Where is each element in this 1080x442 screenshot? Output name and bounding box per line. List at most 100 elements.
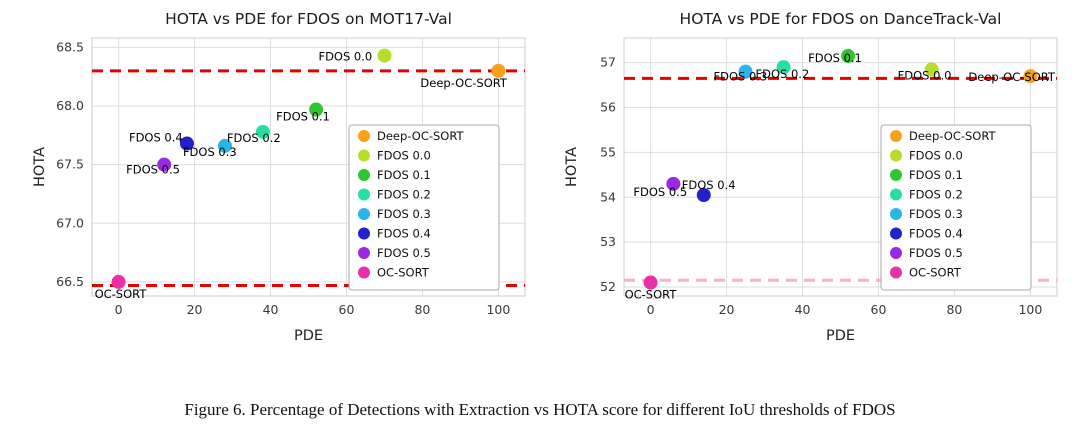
point-deep-oc-sort — [491, 63, 506, 78]
legend-box — [880, 124, 1032, 291]
x-tick-label: 100 — [1018, 302, 1042, 317]
x-tick-label: 80 — [414, 302, 430, 317]
point-label: FDOS 0.5 — [126, 163, 180, 177]
plot-border — [623, 37, 1058, 297]
point-deep-oc-sort — [1023, 69, 1038, 84]
legend-label: FDOS 0.2 — [377, 188, 431, 202]
point-label: FDOS 0.3 — [714, 70, 768, 84]
legend-label: FDOS 0.2 — [909, 188, 963, 202]
chart-title: HOTA vs PDE for FDOS on MOT17-Val — [165, 10, 452, 28]
legend-label: OC-SORT — [909, 266, 962, 280]
point-oc-sort — [643, 275, 658, 290]
legend-swatch — [358, 188, 370, 201]
chart-mot17-val: 0 20 40 60 80 100 66.5 67.0 67.5 68.0 68.5 Deep-OC-… — [32, 10, 526, 344]
legend-label: FDOS 0.1 — [377, 168, 431, 182]
point-label: FDOS 0.2 — [227, 131, 281, 145]
y-tick-label: 56 — [600, 100, 616, 115]
point-label: Deep-OC-SORT — [968, 70, 1056, 84]
point-fdos-0-4 — [179, 136, 194, 151]
legend-swatch — [890, 247, 902, 259]
legend-swatch — [890, 169, 902, 181]
legend-box — [348, 124, 500, 291]
point-label: Deep-OC-SORT — [420, 76, 508, 90]
point-fdos-0-2 — [255, 124, 270, 139]
y-tick-label: 52 — [600, 279, 616, 294]
y-tick-label: 67.0 — [56, 215, 84, 230]
legend-label: FDOS 0.5 — [377, 246, 431, 260]
x-tick-label: 0 — [647, 302, 655, 317]
x-tick-label: 20 — [187, 302, 203, 317]
x-axis-label: PDE — [294, 328, 323, 344]
point-fdos-0-1 — [841, 48, 856, 63]
point-label: FDOS 0.0 — [898, 68, 952, 82]
y-tick-label: 68.5 — [56, 39, 84, 54]
x-tick-label: 20 — [719, 302, 735, 317]
legend-swatch — [358, 149, 370, 162]
y-axis-label: HOTA — [32, 147, 48, 187]
point-label: OC-SORT — [625, 288, 678, 302]
x-tick-label: 100 — [486, 302, 510, 317]
x-tick-label: 60 — [871, 302, 887, 317]
y-axis-label: HOTA — [564, 147, 580, 187]
legend-swatch — [358, 169, 370, 181]
legend-swatch — [890, 149, 902, 162]
legend-label: FDOS 0.0 — [377, 149, 431, 163]
point-label: FDOS 0.4 — [129, 131, 183, 145]
y-tick-label: 57 — [600, 55, 616, 70]
point-fdos-0-5 — [666, 176, 681, 191]
point-fdos-0-1 — [309, 102, 324, 117]
legend-swatch — [890, 266, 902, 279]
x-tick-label: 40 — [795, 302, 811, 317]
legend-label: Deep-OC-SORT — [377, 129, 465, 143]
legend-swatch — [358, 130, 370, 142]
x-tick-label: 40 — [263, 302, 279, 317]
point-fdos-0-3 — [738, 64, 753, 79]
point-label: FDOS 0.5 — [633, 185, 687, 199]
chart-dancetrack-val: 0 20 40 60 80 100 52 53 54 55 56 57 Deep-OC-SORT FDOS… — [564, 10, 1058, 344]
legend-swatch — [358, 266, 370, 279]
point-fdos-0-0 — [377, 48, 392, 63]
legend-label: FDOS 0.4 — [909, 227, 963, 241]
point-label: FDOS 0.3 — [183, 145, 237, 159]
legend-label: FDOS 0.4 — [377, 227, 431, 241]
legend-swatch — [358, 208, 370, 220]
legend-label: Deep-OC-SORT — [909, 129, 997, 143]
x-axis-label: PDE — [826, 328, 855, 344]
legend-swatch — [890, 130, 902, 142]
point-oc-sort — [111, 274, 126, 289]
y-tick-label: 55 — [600, 144, 616, 159]
point-fdos-0-3 — [217, 138, 232, 153]
point-label: FDOS 0.1 — [808, 51, 862, 65]
point-label: FDOS 0.4 — [682, 178, 736, 192]
figure-caption: Figure 6. Percentage of Detections with … — [184, 400, 896, 419]
plot-border — [91, 37, 526, 297]
x-tick-label: 80 — [946, 302, 962, 317]
point-fdos-0-5 — [157, 157, 172, 172]
legend-label: FDOS 0.3 — [909, 207, 963, 221]
legend-swatch — [890, 208, 902, 220]
x-tick-label: 60 — [339, 302, 355, 317]
y-tick-label: 67.5 — [56, 157, 84, 172]
legend-label: FDOS 0.5 — [909, 246, 963, 260]
legend-swatch — [890, 188, 902, 201]
legend-swatch — [358, 247, 370, 259]
legend-swatch — [890, 227, 902, 240]
y-tick-label: 53 — [600, 234, 616, 249]
point-label: FDOS 0.1 — [276, 110, 330, 124]
chart-title: HOTA vs PDE for FDOS on DanceTrack-Val — [680, 10, 1002, 28]
point-label: OC-SORT — [95, 287, 148, 301]
point-label: FDOS 0.0 — [318, 50, 372, 64]
legend-label: FDOS 0.3 — [377, 207, 431, 221]
point-label: FDOS 0.2 — [756, 67, 810, 81]
legend-label: FDOS 0.0 — [909, 149, 963, 163]
point-fdos-0-2 — [776, 60, 791, 75]
legend-swatch — [358, 227, 370, 240]
point-fdos-0-4 — [696, 188, 711, 203]
y-tick-label: 54 — [600, 189, 616, 204]
legend-label: FDOS 0.1 — [909, 168, 963, 182]
y-tick-label: 66.5 — [56, 274, 84, 289]
legend-label: OC-SORT — [377, 266, 430, 280]
point-fdos-0-0 — [924, 62, 939, 77]
y-tick-label: 68.0 — [56, 98, 84, 113]
